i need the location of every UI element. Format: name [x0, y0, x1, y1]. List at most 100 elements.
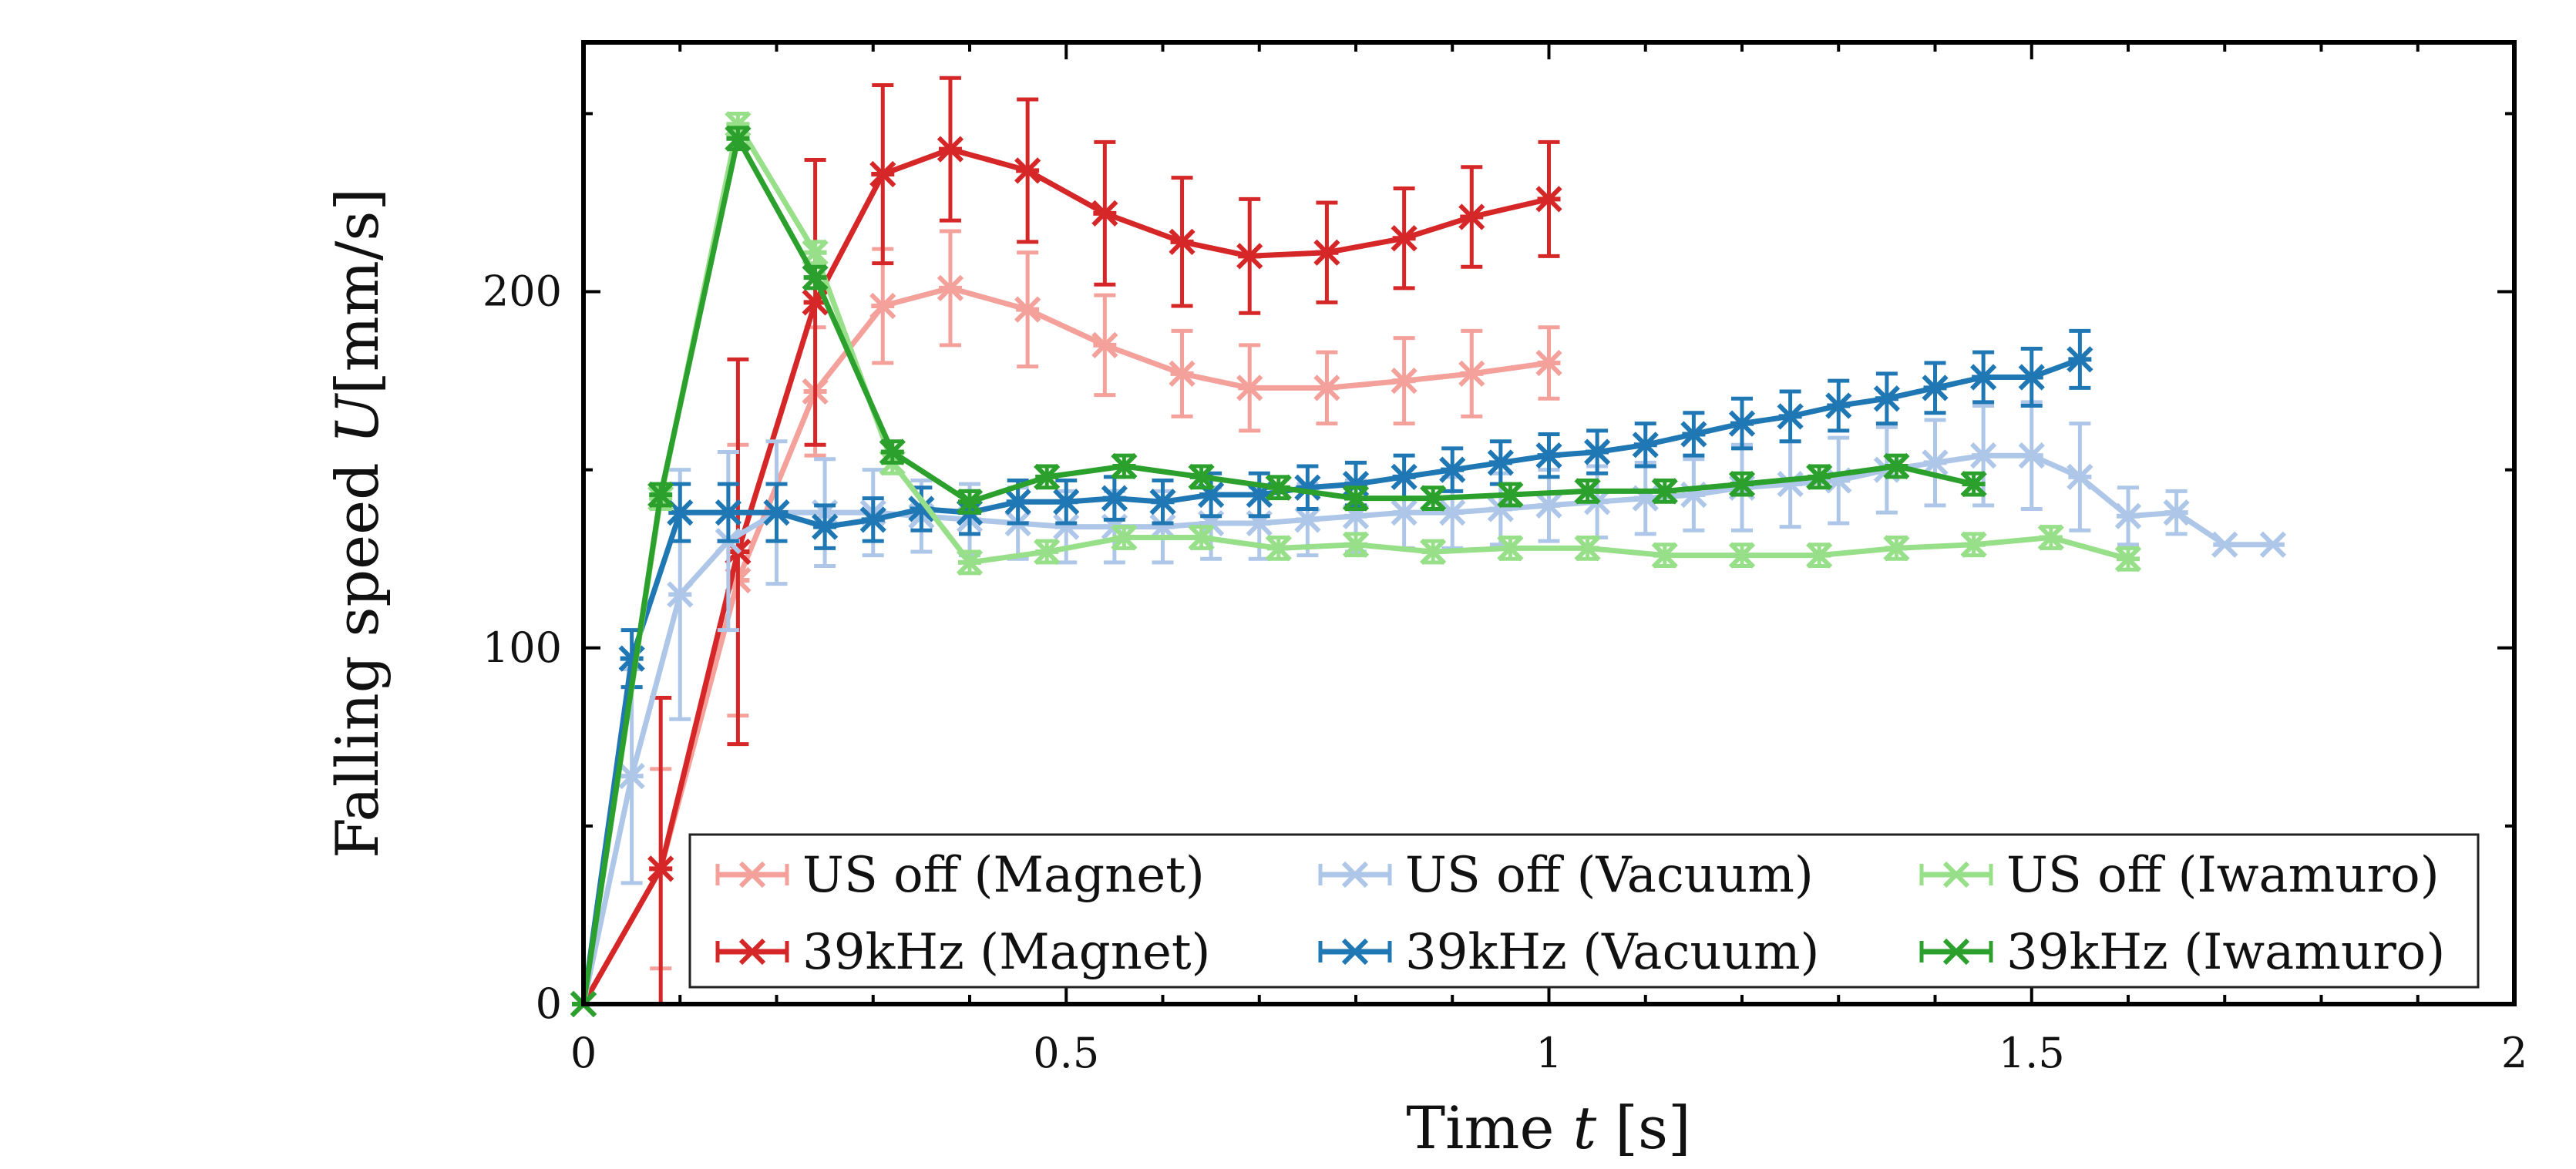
- legend-item: US off (Magnet): [715, 847, 1205, 904]
- data-point: [763, 499, 790, 526]
- data-point: [1574, 478, 1601, 505]
- legend-label: 39kHz (Iwamuro): [2006, 924, 2445, 981]
- data-point: [1004, 489, 1031, 516]
- data-point: [647, 481, 674, 509]
- data-point: [1313, 375, 1340, 401]
- data-point: [1034, 463, 1061, 491]
- x-tick-label: 1: [1535, 1029, 1562, 1077]
- data-point: [1970, 364, 1997, 391]
- data-point: [869, 292, 896, 320]
- data-point: [2163, 499, 2190, 526]
- data-point: [1169, 360, 1196, 387]
- data-point: [1680, 421, 1707, 448]
- x-tick-label: 0.5: [1033, 1029, 1099, 1077]
- data-point: [1883, 535, 1910, 562]
- data-point: [937, 136, 964, 163]
- data-point: [1806, 542, 1833, 569]
- data-point: [1960, 531, 1987, 558]
- data-point: [2018, 442, 2045, 469]
- legend-marker: [1942, 861, 1970, 889]
- legend: US off (Magnet) US off (Vacuum) US off (Iw…: [688, 833, 2480, 989]
- legend-marker: [1341, 938, 1369, 966]
- legend-item: US off (Vacuum): [1318, 847, 1814, 904]
- y-tick-label: 0: [536, 979, 562, 1028]
- data-point: [1574, 535, 1601, 562]
- data-point: [1391, 367, 1417, 395]
- data-point: [879, 438, 906, 465]
- data-point: [1265, 535, 1292, 562]
- data-point: [1391, 225, 1417, 252]
- y-axis-title: Falling speed U[mm/s]: [323, 188, 392, 858]
- legend-item: 39kHz (Vacuum): [1318, 924, 1820, 981]
- data-point: [859, 506, 886, 533]
- data-point: [1236, 243, 1263, 270]
- legend-label: US off (Iwamuro): [2006, 847, 2440, 904]
- data-point: [1420, 538, 1447, 566]
- series-5: [570, 125, 1987, 1018]
- data-point: [1169, 228, 1196, 255]
- data-point: [1777, 403, 1804, 430]
- data-point: [1391, 463, 1417, 491]
- data-point: [1728, 542, 1756, 569]
- data-point: [956, 549, 984, 576]
- legend-marker: [1942, 938, 1970, 966]
- y-tick-label: 200: [483, 267, 562, 316]
- data-point: [1535, 349, 1562, 377]
- data-point: [2114, 546, 2142, 573]
- data-point: [1188, 524, 1215, 551]
- data-point: [1497, 535, 1524, 562]
- data-point: [2211, 531, 2238, 558]
- data-point: [618, 763, 645, 790]
- data-point: [1111, 524, 1138, 551]
- data-point: [1034, 538, 1061, 566]
- data-point: [1313, 239, 1340, 266]
- data-point: [956, 489, 984, 516]
- axis-ticks: [582, 42, 2516, 1006]
- data-point: [1149, 513, 1176, 540]
- data-point: [1091, 200, 1118, 227]
- legend-box: [688, 833, 2480, 989]
- legend-label: US off (Magnet): [802, 847, 1205, 904]
- data-point: [1651, 478, 1678, 505]
- data-point: [1728, 410, 1756, 437]
- data-point: [1584, 438, 1611, 465]
- data-point: [1391, 499, 1417, 526]
- data-point: [937, 274, 964, 302]
- data-point: [1458, 360, 1485, 387]
- series-line: [580, 285, 1549, 1006]
- data-point: [1883, 452, 1910, 480]
- data-point: [1873, 385, 1900, 412]
- data-point: [1294, 506, 1321, 533]
- plot-marks: [570, 76, 2286, 1018]
- data-point: [1265, 474, 1292, 501]
- tick-labels: 0 0.5 1 1.5 2 0 100 200: [483, 267, 2527, 1077]
- legend-label: 39kHz (Vacuum): [1405, 924, 1820, 981]
- data-point: [1728, 471, 1756, 498]
- data-point: [2067, 346, 2093, 373]
- data-point: [1535, 186, 1562, 213]
- data-point: [1101, 485, 1128, 512]
- x-tick-label: 1.5: [1999, 1029, 2065, 1077]
- data-point: [2067, 463, 2093, 491]
- data-point: [715, 499, 742, 526]
- data-point: [1487, 495, 1514, 522]
- data-point: [1922, 375, 1949, 401]
- data-point: [1825, 392, 1852, 419]
- data-point: [1487, 449, 1514, 476]
- legend-marker: [738, 861, 766, 889]
- data-point: [1342, 485, 1370, 512]
- data-point: [725, 125, 752, 152]
- data-point: [1091, 331, 1118, 359]
- legend-item: 39kHz (Magnet): [715, 924, 1211, 981]
- data-point: [1053, 489, 1080, 516]
- data-point: [1188, 463, 1215, 491]
- legend-label: US off (Vacuum): [1405, 847, 1814, 904]
- data-point: [1014, 157, 1041, 184]
- x-tick-label: 2: [2501, 1029, 2527, 1077]
- data-point: [667, 581, 694, 608]
- data-point: [1806, 463, 1833, 491]
- data-point: [1970, 442, 1997, 469]
- data-point: [1342, 531, 1370, 558]
- legend-marker: [1341, 861, 1369, 889]
- data-point: [1439, 499, 1466, 526]
